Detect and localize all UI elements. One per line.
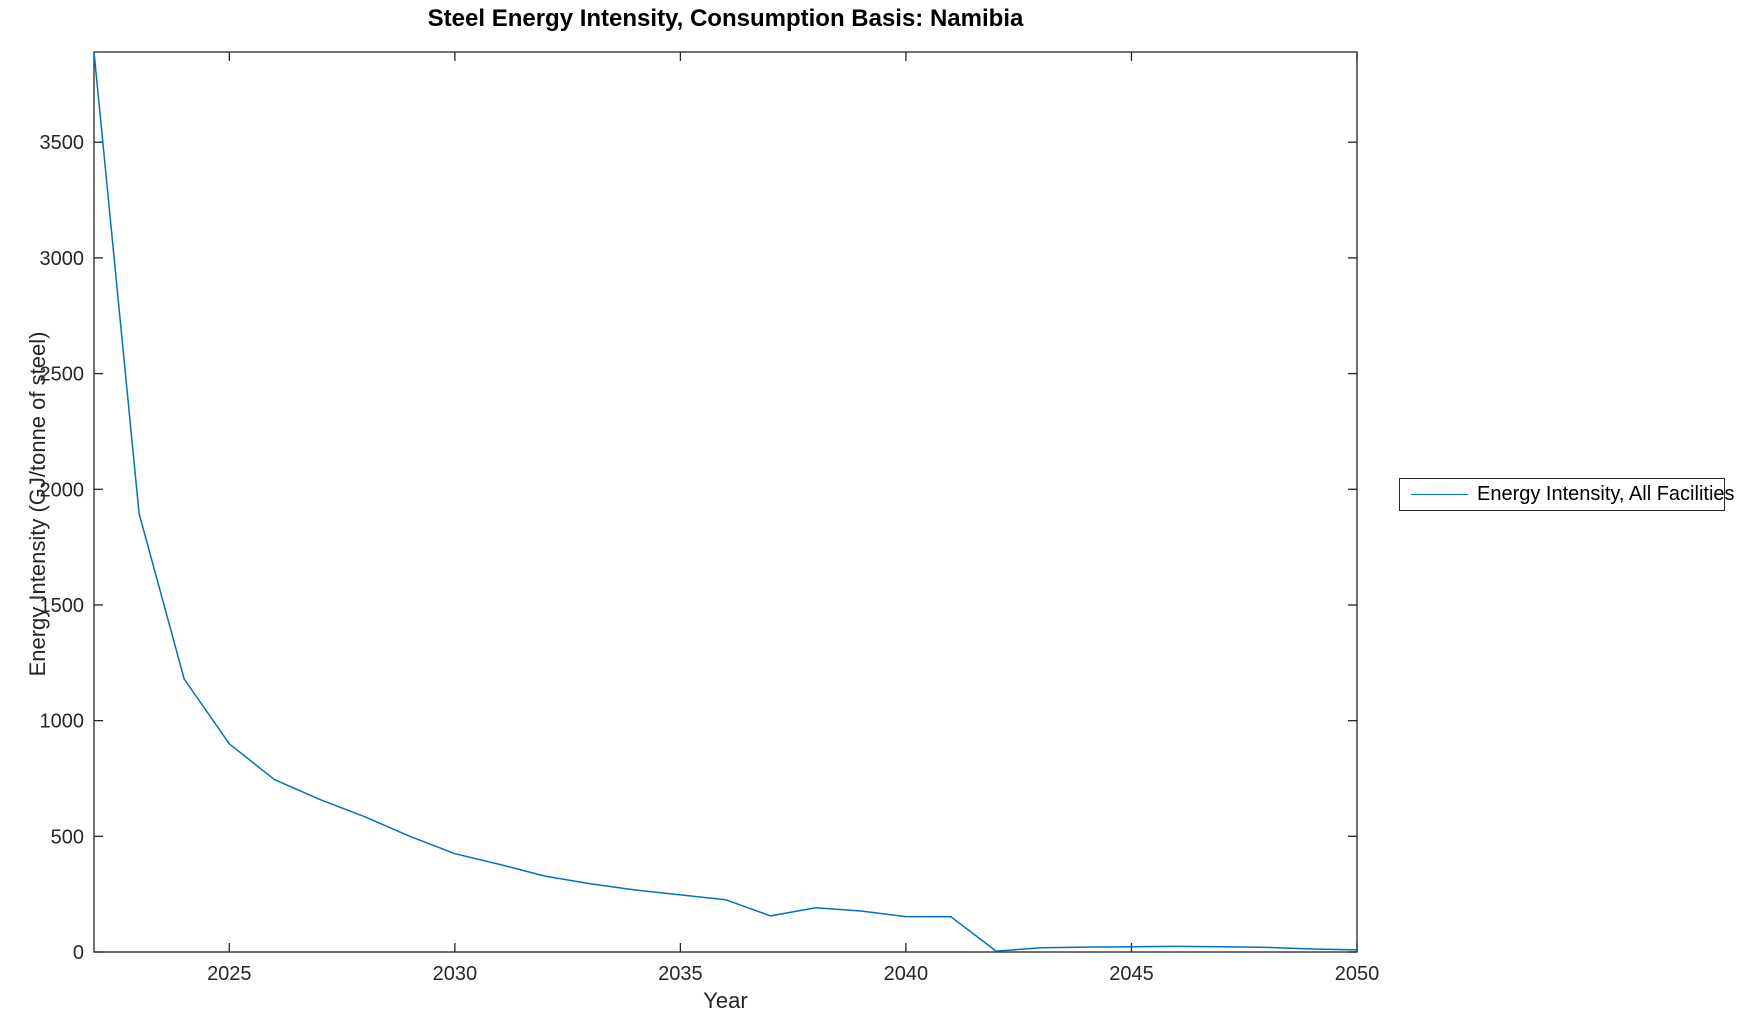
x-tick-label: 2025 xyxy=(207,963,252,985)
x-tick-label: 2050 xyxy=(1335,963,1380,985)
y-tick-label: 0 xyxy=(73,942,84,964)
x-tick-label: 2040 xyxy=(884,963,929,985)
x-tick-label: 2045 xyxy=(1109,963,1154,985)
y-tick-label: 3500 xyxy=(40,132,85,154)
y-tick-label: 1000 xyxy=(40,711,85,733)
y-axis-label: Energy Intensity (GJ/tonne of steel) xyxy=(25,331,50,677)
x-axis-label: Year xyxy=(703,988,748,1013)
x-tick-label: 2035 xyxy=(658,963,703,985)
y-tick-label: 500 xyxy=(51,826,84,848)
legend-box: Energy Intensity, All Facilities xyxy=(1399,478,1735,511)
legend-entry-label: Energy Intensity, All Facilities xyxy=(1477,483,1735,505)
axes-box xyxy=(93,51,1358,953)
chart-title: Steel Energy Intensity, Consumption Basi… xyxy=(427,5,1024,32)
y-tick-label: 3000 xyxy=(40,248,85,270)
y-tick-label: 2000 xyxy=(40,479,85,501)
y-tick-label: 1500 xyxy=(40,595,85,617)
series-line xyxy=(93,51,1358,952)
legend-line-sample xyxy=(1411,494,1468,495)
x-tick-label: 2030 xyxy=(433,963,478,985)
y-tick-label: 2500 xyxy=(40,364,85,386)
